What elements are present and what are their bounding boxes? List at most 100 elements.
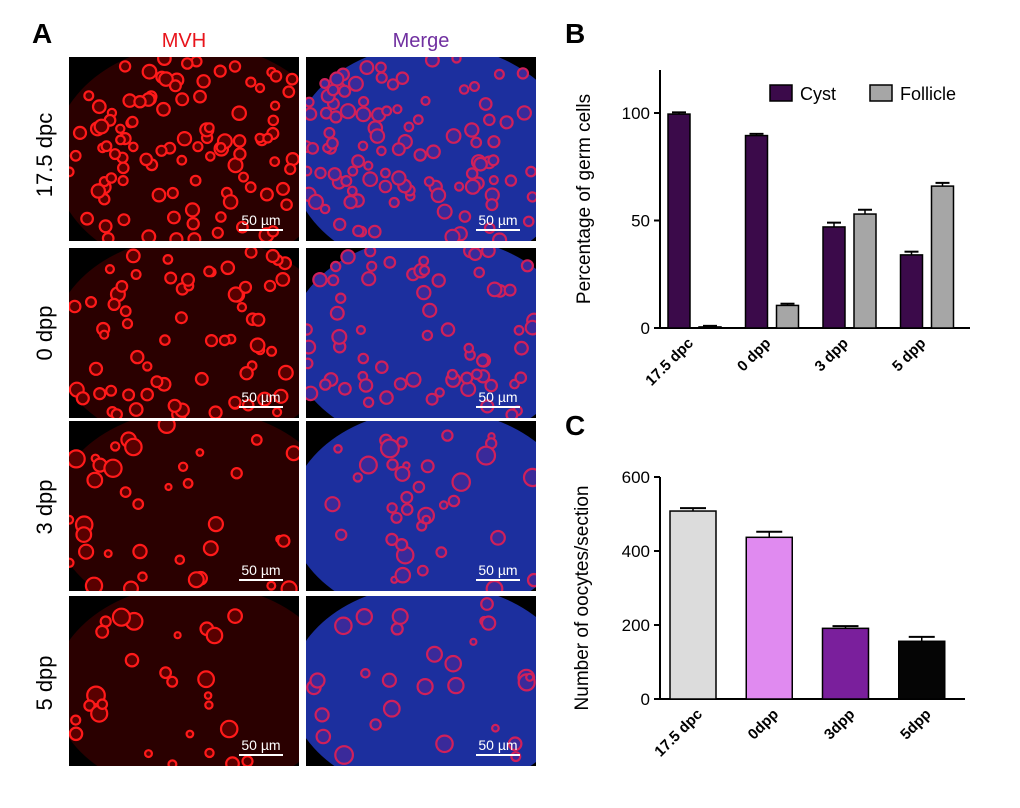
y-tick-label: 100 — [622, 104, 650, 123]
cell-mark — [142, 361, 153, 372]
cell-mark — [386, 78, 400, 91]
cell-mark — [493, 68, 505, 80]
cell-mark — [187, 232, 202, 241]
cell-mark — [319, 378, 332, 391]
cell-mark — [69, 557, 75, 568]
cell-mark — [211, 226, 224, 239]
cell-mark — [225, 756, 240, 766]
cell-mark — [329, 110, 343, 124]
cell-mark — [69, 449, 86, 469]
cell-mark — [69, 166, 75, 178]
cell-mark — [69, 514, 75, 525]
bar-cyst — [822, 226, 846, 329]
cell-mark — [319, 78, 331, 90]
cell-mark — [425, 645, 443, 663]
scale-bar-label: 50 µm — [478, 562, 518, 578]
cell-mark — [267, 114, 280, 127]
cell-mark — [468, 248, 483, 262]
y-axis-label: Percentage of germ cells — [574, 94, 595, 304]
cell-mark — [340, 174, 353, 187]
cell-mark — [231, 105, 247, 121]
cell-mark — [488, 174, 499, 186]
cell-mark — [285, 445, 299, 462]
cell-mark — [107, 297, 121, 312]
cell-mark — [307, 193, 324, 210]
y-tick-label: 0 — [641, 319, 650, 338]
cell-mark — [504, 174, 518, 187]
cell-mark — [363, 160, 374, 171]
cell-mark — [333, 217, 347, 232]
scale-bar-line — [239, 406, 283, 408]
cell-mark — [392, 104, 403, 115]
cell-mark — [139, 152, 153, 167]
cell-mark — [463, 342, 475, 354]
cell-mark — [306, 323, 313, 336]
cell-mark — [355, 324, 367, 336]
cell-mark — [471, 368, 483, 381]
cell-mark — [360, 668, 371, 679]
cell-mark — [164, 271, 178, 285]
cell-mark — [90, 183, 106, 199]
cell-mark — [396, 436, 408, 448]
cell-mark — [193, 89, 207, 104]
cell-mark — [514, 340, 529, 356]
cell-mark — [381, 105, 393, 117]
cell-mark — [329, 71, 345, 87]
panel-a-letter: A — [32, 18, 53, 49]
cell-mark — [306, 96, 315, 108]
cell-mark — [203, 691, 213, 700]
cell-mark — [400, 503, 414, 516]
cell-mark — [358, 378, 374, 393]
cell-mark — [189, 174, 202, 187]
bar-4 — [898, 640, 946, 700]
cell-mark — [424, 57, 440, 68]
cell-mark — [151, 187, 167, 203]
cell-mark — [507, 736, 523, 752]
cell-mark — [177, 461, 189, 473]
cell-mark — [70, 714, 82, 726]
cell-mark — [119, 305, 132, 318]
cell-mark — [155, 144, 168, 157]
cell-mark — [84, 576, 104, 591]
cell-mark — [422, 302, 438, 318]
cell-mark — [250, 433, 263, 446]
cell-mark — [435, 546, 448, 559]
cell-mark — [130, 349, 145, 365]
cell-mark — [187, 571, 205, 589]
cell-mark — [121, 318, 134, 330]
cell-mark — [337, 84, 352, 98]
cell-mark — [480, 597, 494, 611]
cell-mark — [141, 229, 157, 241]
scale-bar-line — [476, 754, 520, 756]
cell-mark — [379, 167, 391, 179]
cell-mark — [483, 113, 496, 127]
cell-mark — [516, 105, 532, 121]
cell-mark — [391, 170, 407, 186]
cell-mark — [111, 607, 132, 627]
panel-c-letter: C — [565, 410, 586, 441]
cell-mark — [470, 136, 483, 149]
micrograph-mvh-row-4: 50 µm — [69, 596, 299, 766]
cell-mark — [280, 198, 293, 211]
cell-mark — [284, 162, 297, 176]
cell-mark — [273, 388, 289, 404]
cell-mark — [118, 60, 132, 73]
cell-mark — [197, 670, 216, 689]
cell-mark — [80, 211, 95, 226]
scale-bar: 50 µm — [231, 212, 291, 231]
cell-mark — [124, 437, 143, 457]
y-tick-label: 200 — [622, 616, 650, 635]
cell-mark — [362, 171, 379, 188]
chart-c-oocytes-per-section: 0 200 400 600 Number of oocytes/section 17.5 … — [572, 468, 965, 760]
cell-mark — [421, 329, 434, 342]
cell-mark — [364, 248, 377, 258]
cell-mark — [180, 272, 195, 287]
cell-mark — [115, 134, 126, 146]
cell-mark — [103, 549, 113, 559]
cell-mark — [487, 154, 500, 167]
cell-mark — [130, 269, 142, 281]
scale-bar-line — [239, 579, 283, 581]
cell-mark — [359, 60, 375, 76]
cell-mark — [132, 543, 148, 560]
cell-mark — [143, 749, 153, 759]
